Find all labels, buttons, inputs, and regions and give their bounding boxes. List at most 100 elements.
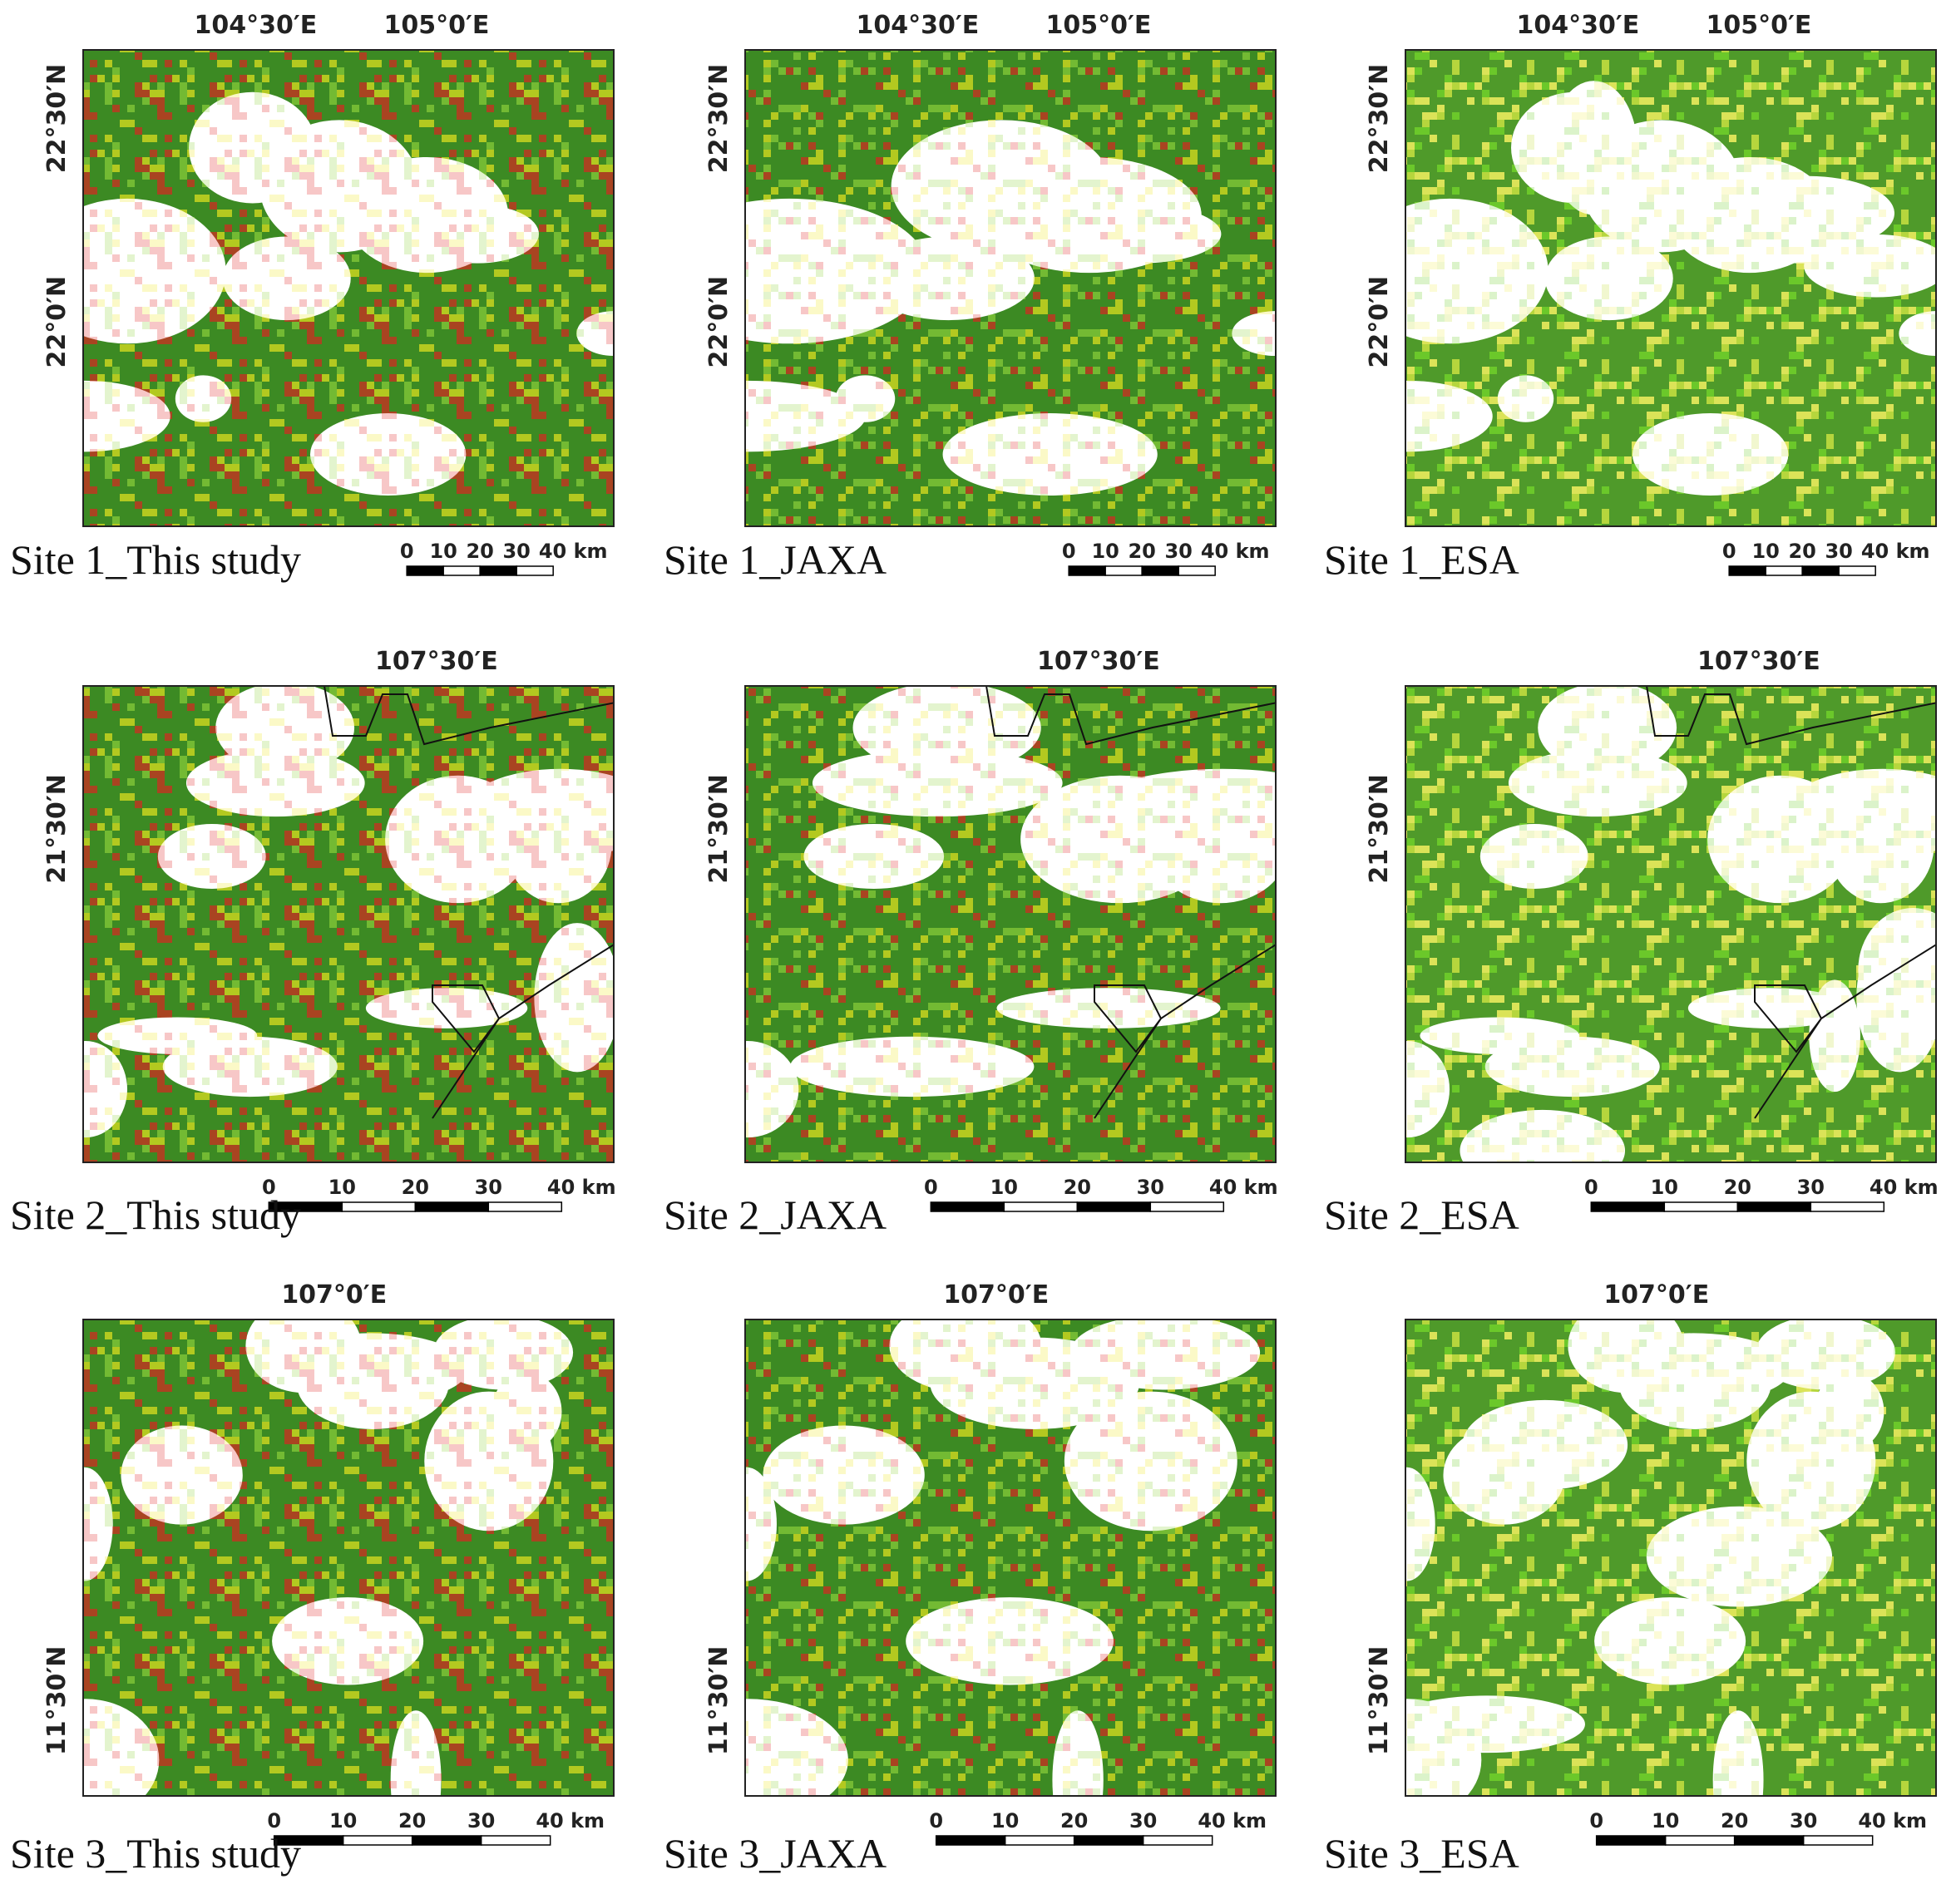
scale-segment — [479, 565, 517, 576]
scale-segment — [1728, 565, 1766, 576]
caption: Site 3_ESA — [1324, 1830, 1519, 1877]
scale-label: 0 — [1722, 540, 1736, 563]
caption: Site 2_JAXA — [664, 1191, 887, 1238]
latitude-label: 11°30′N — [704, 1646, 734, 1756]
scale-segment — [1178, 565, 1216, 576]
scale-label: 20 — [466, 540, 493, 563]
scale-segment — [1838, 565, 1876, 576]
scale-segment — [1664, 1835, 1736, 1846]
map-image — [83, 1319, 614, 1796]
scale-label: 0 — [1584, 1176, 1598, 1199]
latitude-label: 22°0′N — [704, 276, 734, 368]
map-panel: 107°30′E 21°30′N 0 10 20 30 40 km Site 2_JAXA — [664, 647, 1278, 1238]
speckle-edge — [83, 1319, 614, 1796]
scale-segment — [411, 1835, 482, 1846]
scale-label: 20 — [1724, 1176, 1751, 1199]
scale-label: 40 km — [536, 1809, 605, 1832]
longitude-label: 105°0′E — [1045, 11, 1151, 40]
scale-label: 20 — [402, 1176, 429, 1199]
scale-segment — [1595, 1835, 1667, 1846]
scale-segment — [1142, 1835, 1213, 1846]
scale-label: 20 — [1721, 1809, 1748, 1832]
speckle-edge — [1405, 1319, 1936, 1796]
longitude-label: 104°30′E — [194, 11, 317, 40]
scale-label: 40 km — [1858, 1809, 1927, 1832]
scale-label: 10 — [429, 540, 457, 563]
longitude-label: 107°0′E — [943, 1280, 1049, 1310]
scale-label: 30 — [1137, 1176, 1164, 1199]
scale-label: 0 — [1062, 540, 1076, 563]
scale-label: 40 km — [1209, 1176, 1278, 1199]
scale-label: 10 — [1091, 540, 1119, 563]
scale-segment — [342, 1835, 413, 1846]
latitude-label: 11°30′N — [1365, 1646, 1394, 1756]
map-image — [745, 50, 1276, 526]
scale-label: 40 km — [1198, 1809, 1267, 1832]
scale-label: 30 — [1164, 540, 1192, 563]
scale-segment — [341, 1201, 417, 1212]
scale-segment — [516, 565, 554, 576]
caption: Site 1_This study — [10, 536, 301, 583]
scale-segment — [935, 1835, 1006, 1846]
scale-label: 20 — [1128, 540, 1155, 563]
scale-label: 30 — [1797, 1176, 1825, 1199]
scale-segment — [1765, 565, 1803, 576]
coastline — [324, 686, 614, 1119]
speckle-edge — [1405, 50, 1936, 526]
map-panel: 107°0′E 11°30′N 0 10 20 30 40 km Site 3_This st… — [10, 1280, 615, 1877]
scale-segment — [1104, 565, 1143, 576]
scale-segment — [406, 565, 444, 576]
scale-segment — [487, 1201, 563, 1212]
scale-label: 20 — [1064, 1176, 1091, 1199]
scale-label: 10 — [990, 1176, 1018, 1199]
scale-label: 0 — [924, 1176, 938, 1199]
longitude-label: 107°30′E — [375, 647, 498, 676]
longitude-label: 107°30′E — [1697, 647, 1820, 676]
latitude-label: 22°0′N — [42, 276, 72, 368]
scale-label: 30 — [475, 1176, 502, 1199]
map-frame — [1405, 685, 1937, 1163]
scale-label: 30 — [502, 540, 530, 563]
scale-segment — [1590, 1201, 1666, 1212]
scale-segment — [480, 1835, 551, 1846]
map-frame — [82, 1319, 615, 1797]
latitude-label: 22°0′N — [1365, 276, 1394, 368]
longitude-label: 107°0′E — [1603, 1280, 1709, 1310]
scale-label: 10 — [329, 1809, 357, 1832]
scale-label: 40 km — [1201, 540, 1270, 563]
scale-label: 40 km — [1870, 1176, 1939, 1199]
scale-segment — [1068, 565, 1106, 576]
scale-label: 0 — [400, 540, 414, 563]
scale-segment — [1073, 1835, 1144, 1846]
speckle-edge — [745, 50, 1276, 526]
caption: Site 3_This study — [10, 1830, 301, 1877]
longitude-label: 104°30′E — [856, 11, 979, 40]
caption: Site 1_JAXA — [664, 536, 887, 583]
longitude-label: 105°0′E — [383, 11, 489, 40]
scale-label: 10 — [1751, 540, 1779, 563]
scale-label: 10 — [1652, 1809, 1679, 1832]
scale-label: 10 — [1651, 1176, 1678, 1199]
map-frame — [744, 49, 1277, 527]
map-image — [1405, 1319, 1936, 1796]
caption: Site 3_JAXA — [664, 1830, 887, 1877]
map-panel: 107°0′E 11°30′N 0 10 20 30 40 km Site 3_JAXA — [664, 1280, 1277, 1877]
latitude-label: 22°30′N — [42, 64, 72, 174]
map-image — [1405, 686, 1936, 1162]
scale-segment — [1003, 1201, 1079, 1212]
scale-segment — [1149, 1201, 1225, 1212]
map-panel: 104°30′E 105°0′E 22°30′N 22°0′N 0 10 20 30 40 km… — [664, 11, 1277, 583]
speckle-edge — [83, 50, 614, 526]
scale-label: 10 — [328, 1176, 356, 1199]
map-frame — [744, 1319, 1277, 1797]
map-frame — [1405, 49, 1937, 527]
scale-label: 20 — [1788, 540, 1815, 563]
map-image — [83, 686, 614, 1162]
map-frame — [82, 685, 615, 1163]
scale-segment — [1663, 1201, 1739, 1212]
scale-label: 40 km — [1861, 540, 1930, 563]
map-panel: 104°30′E 105°0′E 22°30′N 22°0′N 0 10 20 30 40 km… — [1324, 11, 1937, 583]
coastline — [1646, 686, 1936, 1119]
scale-segment — [1810, 1201, 1885, 1212]
